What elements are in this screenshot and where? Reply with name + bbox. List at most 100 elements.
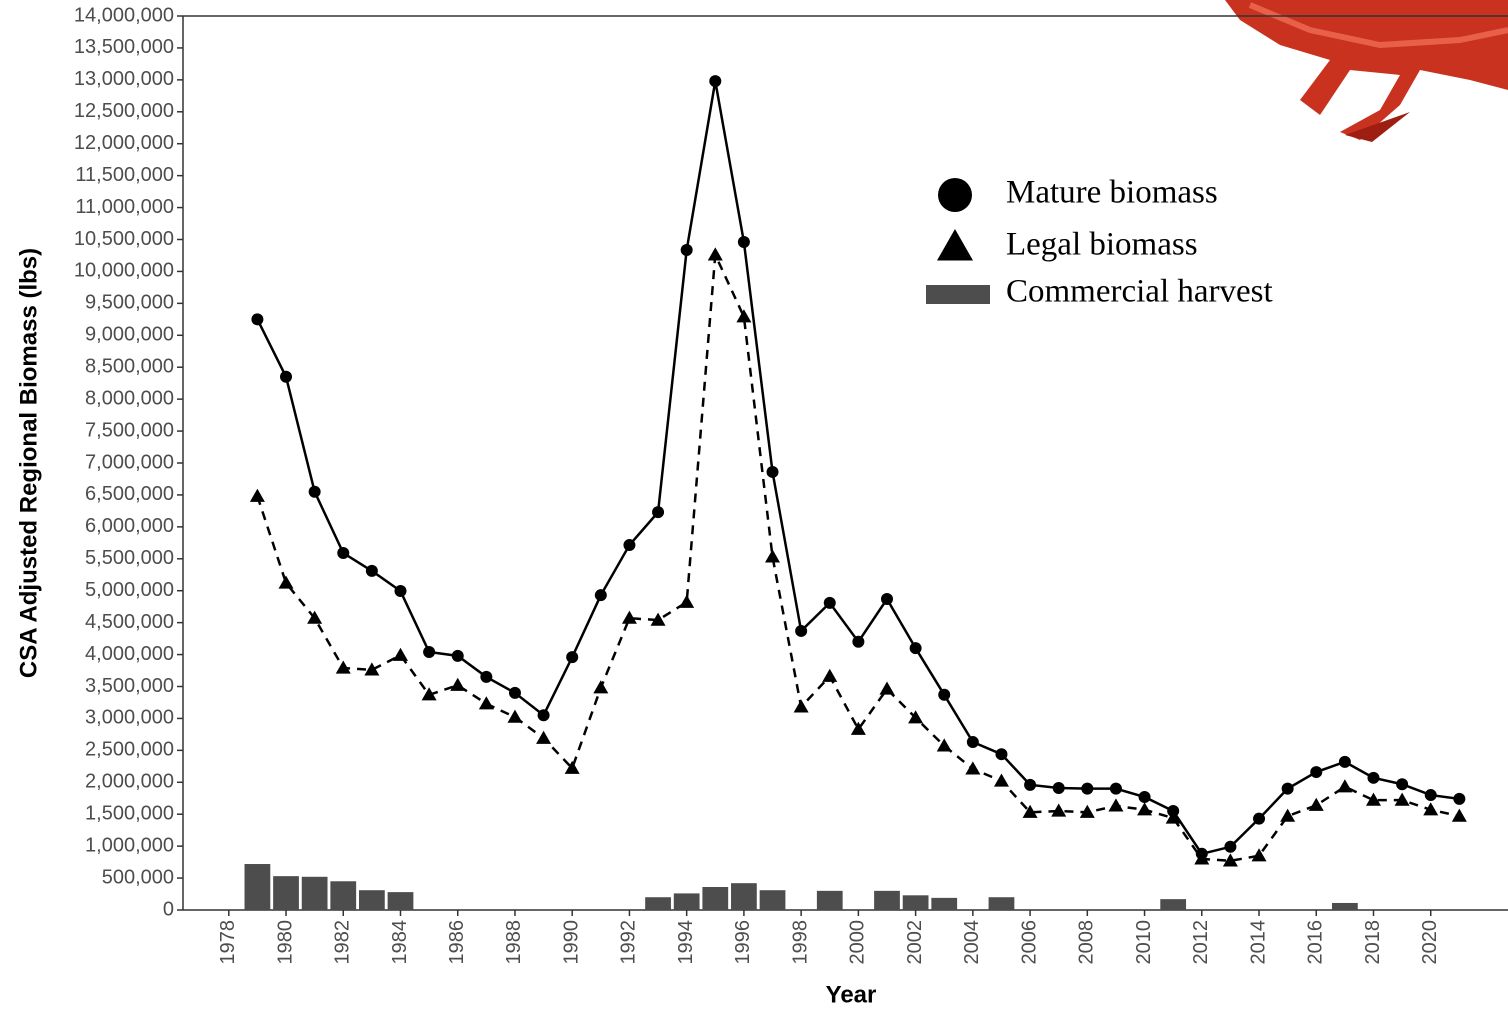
x-tick-label: 1978 bbox=[217, 920, 239, 965]
x-tick-label: 2010 bbox=[1133, 920, 1155, 965]
legend-swatch bbox=[938, 178, 972, 212]
y-tick-label: 2,000,000 bbox=[85, 771, 174, 793]
circle-marker bbox=[737, 236, 750, 249]
triangle-marker bbox=[392, 647, 408, 661]
y-tick-label: 11,500,000 bbox=[75, 164, 174, 186]
circle-marker bbox=[1396, 778, 1409, 791]
circle-marker bbox=[652, 506, 665, 519]
y-tick-label: 3,500,000 bbox=[85, 675, 174, 697]
triangle-marker bbox=[421, 687, 437, 701]
circle-marker bbox=[1253, 812, 1266, 825]
circle-marker bbox=[1453, 792, 1466, 805]
triangle-marker bbox=[650, 612, 666, 626]
triangle-marker bbox=[249, 488, 265, 502]
harvest-bar bbox=[358, 890, 385, 910]
y-tick-label: 8,000,000 bbox=[85, 387, 174, 409]
circle-marker bbox=[1367, 771, 1380, 784]
series-line bbox=[256, 249, 1460, 863]
triangle-marker bbox=[450, 677, 466, 691]
y-tick-label: 5,000,000 bbox=[85, 579, 174, 601]
harvest-bar bbox=[988, 897, 1015, 910]
harvest-bar bbox=[1160, 899, 1187, 910]
circle-marker bbox=[423, 646, 436, 659]
circle-marker bbox=[1109, 782, 1122, 795]
x-tick-label: 1984 bbox=[389, 920, 411, 965]
triangle-marker bbox=[1137, 802, 1153, 816]
triangle-marker bbox=[478, 696, 494, 710]
x-axis-title: Year bbox=[826, 981, 877, 1008]
harvest-bar bbox=[645, 897, 671, 910]
y-tick-label: 7,500,000 bbox=[85, 419, 174, 441]
triangle-marker bbox=[1079, 804, 1095, 818]
y-tick-label: 10,000,000 bbox=[74, 260, 174, 282]
y-tick-label: 0 bbox=[163, 898, 174, 920]
y-tick-label: 4,000,000 bbox=[85, 643, 174, 665]
y-tick-label: 2,500,000 bbox=[85, 739, 174, 761]
x-tick-label: 1982 bbox=[332, 920, 354, 965]
circle-marker bbox=[566, 651, 579, 664]
y-tick-label: 500,000 bbox=[102, 866, 174, 888]
harvest-bar bbox=[387, 892, 414, 910]
x-tick-label: 1998 bbox=[789, 920, 811, 965]
triangle-marker bbox=[965, 761, 981, 775]
triangle-marker bbox=[536, 730, 552, 744]
x-tick-label: 1980 bbox=[274, 920, 296, 965]
circle-marker bbox=[623, 539, 636, 552]
circle-marker bbox=[852, 635, 865, 648]
y-tick-label: 1,500,000 bbox=[85, 802, 174, 824]
triangle-marker bbox=[1280, 808, 1296, 822]
triangle-marker bbox=[679, 594, 695, 608]
triangle-marker bbox=[736, 309, 752, 323]
circle-marker bbox=[1224, 840, 1237, 853]
harvest-bar bbox=[1332, 902, 1358, 910]
circle-marker bbox=[337, 547, 350, 560]
legend-label: Legal biomass bbox=[1006, 227, 1198, 263]
y-tick-label: 13,500,000 bbox=[74, 36, 174, 58]
triangle-marker bbox=[1165, 810, 1181, 824]
y-tick-label: 9,000,000 bbox=[85, 324, 174, 346]
triangle-marker bbox=[1051, 803, 1067, 817]
y-tick-label: 14,000,000 bbox=[74, 4, 174, 26]
circle-marker bbox=[280, 370, 293, 383]
y-tick-label: 8,500,000 bbox=[85, 355, 174, 377]
harvest-bar bbox=[673, 893, 700, 910]
triangle-marker bbox=[335, 660, 351, 674]
y-tick-label: 5,500,000 bbox=[85, 547, 174, 569]
y-tick-label: 12,000,000 bbox=[74, 132, 174, 154]
circle-marker bbox=[1195, 847, 1208, 860]
x-tick-label: 2020 bbox=[1419, 920, 1441, 965]
y-axis-title: CSA Adjusted Regional Biomass (lbs) bbox=[15, 248, 42, 678]
circle-marker bbox=[1310, 766, 1323, 779]
circle-marker bbox=[966, 736, 979, 749]
triangle-marker bbox=[1337, 779, 1353, 793]
x-tick-label: 1990 bbox=[560, 920, 582, 965]
y-tick-label: 11,000,000 bbox=[75, 196, 174, 218]
circle-marker bbox=[251, 313, 264, 326]
triangle-marker bbox=[1251, 848, 1267, 862]
legend-swatch bbox=[937, 229, 973, 261]
triangle-marker bbox=[793, 699, 809, 713]
y-tick-label: 3,000,000 bbox=[85, 707, 174, 729]
x-tick-label: 2012 bbox=[1190, 920, 1212, 965]
circle-marker bbox=[394, 585, 407, 598]
harvest-bar bbox=[530, 909, 557, 910]
circle-marker bbox=[938, 688, 951, 701]
y-tick-label: 6,500,000 bbox=[85, 483, 174, 505]
circle-marker bbox=[537, 709, 550, 722]
triangle-marker bbox=[850, 721, 866, 735]
circle-marker bbox=[451, 649, 464, 662]
circle-marker bbox=[1424, 789, 1437, 802]
circle-marker bbox=[508, 686, 521, 699]
triangle-marker bbox=[1365, 792, 1381, 806]
circle-marker bbox=[1338, 755, 1351, 768]
x-tick-label: 1988 bbox=[503, 920, 525, 965]
triangle-marker bbox=[621, 610, 637, 624]
triangle-marker bbox=[364, 662, 380, 676]
x-tick-label: 2006 bbox=[1018, 920, 1040, 965]
y-tick-label: 1,000,000 bbox=[85, 834, 174, 856]
x-tick-label: 2008 bbox=[1076, 920, 1098, 965]
x-tick-label: 2016 bbox=[1305, 920, 1327, 965]
harvest-bar bbox=[759, 890, 786, 910]
x-tick-label: 2002 bbox=[904, 920, 926, 965]
legend-label: Mature biomass bbox=[1006, 175, 1218, 211]
